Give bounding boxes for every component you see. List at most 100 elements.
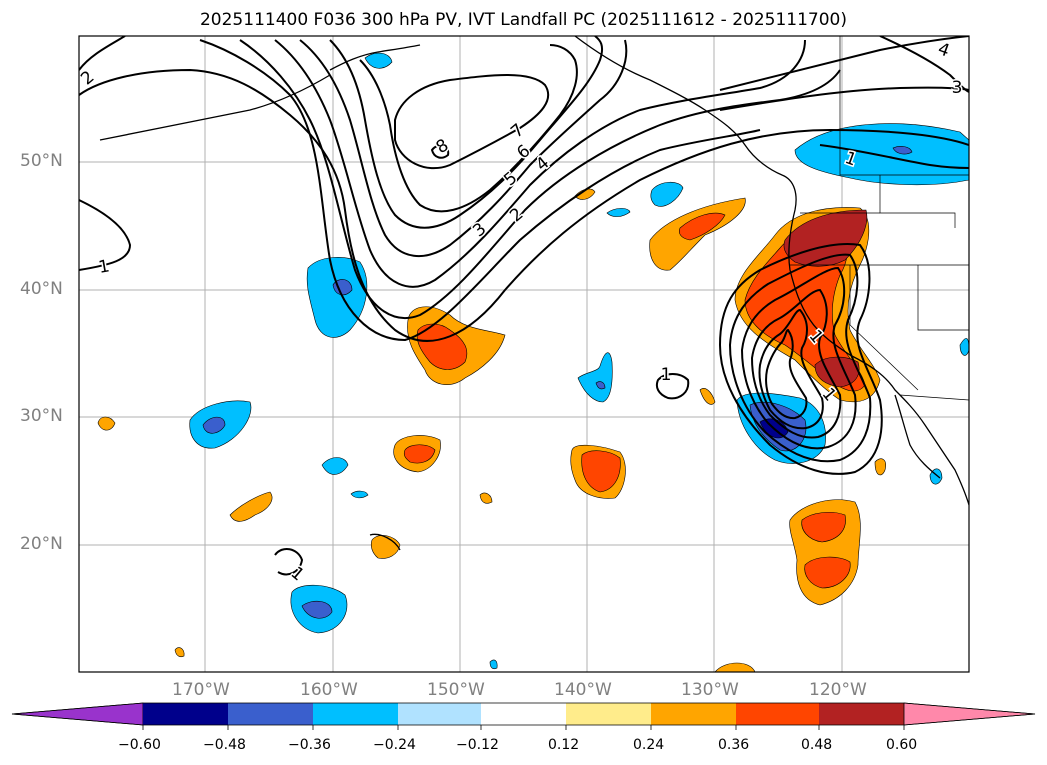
orange-blob-small-1	[97, 416, 116, 431]
lat-label-50n: 50°N	[20, 151, 63, 171]
colorbar-swatch	[228, 703, 313, 725]
lon-label-150w: 150°W	[427, 680, 485, 700]
red-blob-155w	[403, 444, 436, 464]
pv-contour-8-small	[430, 144, 450, 159]
blue-blob-162w	[306, 257, 368, 338]
lon-label-130w: 130°W	[681, 680, 739, 700]
colorbar-extend-low	[11, 702, 144, 726]
coast-hawaii	[369, 533, 401, 551]
orange-blob-small-2	[699, 388, 716, 405]
colorbar-swatch	[481, 703, 566, 725]
plot-frame	[78, 35, 970, 673]
contour-label: 1	[97, 256, 111, 278]
border-nv-east	[917, 265, 969, 331]
blue-blob-hawaii-small	[350, 490, 369, 499]
blue-blob-gulf-alaska	[364, 52, 393, 69]
colorbar-swatch	[313, 703, 398, 725]
colorbar-swatch	[736, 703, 819, 725]
lon-label-120w: 120°W	[809, 680, 867, 700]
pv-contour-3-ne	[719, 86, 969, 111]
ivt-ring-4	[750, 288, 842, 439]
orange-blob-hawaii	[370, 535, 401, 559]
blue-blob-138w-core	[595, 381, 606, 390]
contour-label: 3	[952, 78, 963, 98]
blue-blob-north-america	[794, 123, 969, 186]
coast-alaska-south	[329, 44, 421, 71]
red-blob-140w	[679, 212, 726, 241]
red-blob-138w	[581, 450, 621, 493]
coast-aleutians	[99, 74, 331, 141]
ivt-ring-3	[740, 266, 857, 450]
blue-blob-138w	[577, 352, 613, 403]
blue-blob-160w-south-core	[301, 600, 333, 619]
colorbar-swatch	[819, 703, 904, 725]
contour-label: 1	[661, 365, 672, 385]
borders	[790, 36, 969, 401]
blue-blob-170w-core	[202, 416, 226, 434]
contour-label: 4	[532, 153, 553, 175]
contour-label: 2	[506, 204, 527, 226]
colorbar-swatch	[566, 703, 651, 725]
ivt-ring-6	[765, 328, 808, 420]
colorbar-tick-label: −0.60	[118, 737, 161, 753]
negative-shading	[189, 52, 969, 670]
orange-blob-small-3	[874, 458, 886, 476]
ivt-ring-2	[728, 253, 872, 463]
contour-label: 8	[433, 135, 452, 158]
pv-contour-7	[329, 36, 604, 229]
blue-blob-hawaii-north	[321, 457, 349, 475]
colorbar-tick-label: 0.48	[801, 737, 833, 753]
colorbar-tick-label: 0.36	[718, 737, 750, 753]
pv-contour-4	[239, 39, 841, 319]
pv-contour-2-nw	[79, 36, 126, 71]
colorbar-swatch	[143, 703, 228, 725]
contour-label: 4	[935, 39, 952, 61]
colorbar-tick-label: 0.12	[548, 737, 580, 753]
border-usa-mexico	[899, 394, 969, 401]
colorbar-tick-label: −0.12	[456, 737, 499, 753]
contour-label: 1	[818, 384, 840, 405]
blue-blob-135w	[650, 181, 684, 207]
pv-contour-5	[274, 39, 806, 288]
blue-blob-east-edge	[959, 338, 969, 356]
colorbar-tick-label: −0.24	[373, 737, 416, 753]
blue-blob-tiny	[489, 659, 498, 670]
lon-label-170w: 170°W	[172, 680, 230, 700]
lat-label-30n: 30°N	[20, 406, 63, 426]
orange-blob-north-small	[574, 188, 596, 200]
lat-label-40n: 40°N	[20, 279, 63, 299]
pv-contour-6	[299, 39, 628, 258]
coast-west-north-america	[574, 36, 969, 506]
colorbar-ticks	[142, 725, 905, 730]
pv-contour-8	[394, 74, 550, 170]
pv-contour-4-ne	[719, 36, 969, 91]
blue-blob-162w-core	[332, 279, 353, 296]
colorbar	[11, 702, 1036, 730]
ivt-ring-1	[718, 243, 883, 475]
pv-contour-1-east	[819, 144, 969, 169]
map-plot-area	[79, 36, 969, 672]
pv-contour-3	[199, 39, 761, 342]
lon-label-160w: 160°W	[300, 680, 358, 700]
pv-contour-1-165w	[274, 548, 304, 576]
colorbar-tick-label: −0.48	[203, 737, 246, 753]
colorbar-swatch	[398, 703, 481, 725]
pv-contour-3-right	[879, 36, 969, 93]
colorbar-swatch	[651, 703, 736, 725]
border-canada-usa	[839, 36, 969, 176]
lat-label-20n: 20°N	[20, 534, 63, 554]
pv-contour-2-north	[79, 68, 969, 342]
colorbar-tick-label: 0.60	[886, 737, 918, 753]
orange-blob-165w	[229, 491, 273, 522]
colorbar-tick-label: −0.36	[288, 737, 331, 753]
ivt-contours	[718, 243, 883, 475]
orange-blob-small-4	[479, 492, 493, 504]
pv-contour-1-west	[79, 199, 132, 271]
blue-blob-north-america-core	[892, 146, 913, 155]
contour-label: 1	[287, 563, 308, 585]
lon-label-140w: 140°W	[554, 680, 612, 700]
ivt-ring-5	[758, 308, 824, 430]
red-blob-123w-south-a	[801, 511, 846, 543]
orange-blob-bottom	[714, 662, 756, 672]
